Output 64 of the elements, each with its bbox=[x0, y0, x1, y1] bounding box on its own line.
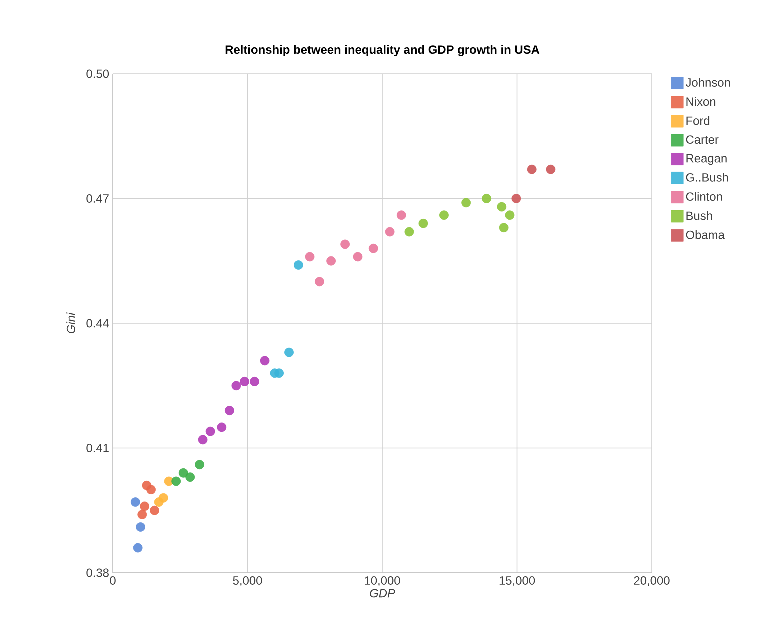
point bbox=[232, 381, 242, 391]
y-tick-label: 0.41 bbox=[86, 444, 109, 452]
point bbox=[353, 252, 363, 262]
point bbox=[250, 377, 260, 386]
point bbox=[527, 164, 537, 174]
legend-label: Reagan bbox=[686, 154, 727, 166]
point bbox=[340, 240, 350, 250]
legend-label: Ford bbox=[686, 116, 710, 126]
x-axis-title: GDP bbox=[370, 589, 396, 598]
y-tick-label: 0.50 bbox=[86, 70, 110, 78]
point bbox=[274, 368, 284, 378]
point bbox=[225, 406, 234, 416]
point bbox=[154, 498, 164, 507]
legend-label: G..Bush bbox=[686, 173, 728, 182]
x-tick-label: 0 bbox=[110, 576, 116, 585]
x-tick-label: 20,000 bbox=[634, 576, 670, 586]
point bbox=[305, 252, 315, 262]
point bbox=[150, 506, 160, 516]
chart-title: Reltionship between inequality and GDP growth in USA bbox=[226, 45, 540, 56]
y-tick-label: 0.44 bbox=[86, 319, 110, 328]
point bbox=[172, 476, 182, 486]
x-tick-label: 10,000 bbox=[365, 576, 400, 586]
point bbox=[260, 356, 270, 366]
point bbox=[462, 198, 472, 208]
y-tick-label: 0.38 bbox=[86, 568, 109, 578]
legend-label: Nixon bbox=[686, 97, 716, 106]
point bbox=[499, 223, 509, 233]
legend-label: Clinton bbox=[686, 192, 722, 202]
point bbox=[138, 510, 148, 520]
point bbox=[284, 348, 294, 358]
point bbox=[195, 460, 204, 470]
point bbox=[294, 260, 304, 270]
point bbox=[198, 435, 208, 445]
point bbox=[404, 227, 414, 237]
point bbox=[512, 194, 522, 204]
legend-label: Obama bbox=[686, 230, 725, 240]
legend-label: Bush bbox=[686, 211, 712, 220]
point bbox=[133, 543, 143, 553]
point bbox=[418, 218, 428, 228]
legend-label: Johnson bbox=[686, 78, 730, 87]
point bbox=[385, 227, 395, 237]
point bbox=[136, 522, 146, 532]
point bbox=[440, 210, 449, 220]
point bbox=[240, 377, 250, 386]
point bbox=[482, 194, 492, 204]
point bbox=[140, 502, 150, 512]
legend-label: Carter bbox=[686, 136, 719, 144]
y-axis-title: Gini bbox=[66, 312, 76, 334]
point bbox=[217, 422, 227, 432]
point bbox=[206, 426, 216, 436]
point bbox=[368, 244, 378, 254]
point bbox=[178, 468, 188, 478]
point bbox=[315, 277, 324, 287]
point bbox=[186, 472, 196, 482]
point bbox=[505, 210, 515, 220]
point bbox=[396, 210, 406, 220]
point bbox=[326, 256, 336, 266]
point bbox=[497, 202, 507, 212]
point bbox=[146, 485, 156, 495]
x-tick-label: 5,000 bbox=[233, 576, 262, 586]
point bbox=[130, 498, 140, 507]
x-tick-label: 15,000 bbox=[500, 576, 536, 586]
y-tick-label: 0.47 bbox=[86, 194, 109, 203]
point bbox=[546, 164, 556, 174]
